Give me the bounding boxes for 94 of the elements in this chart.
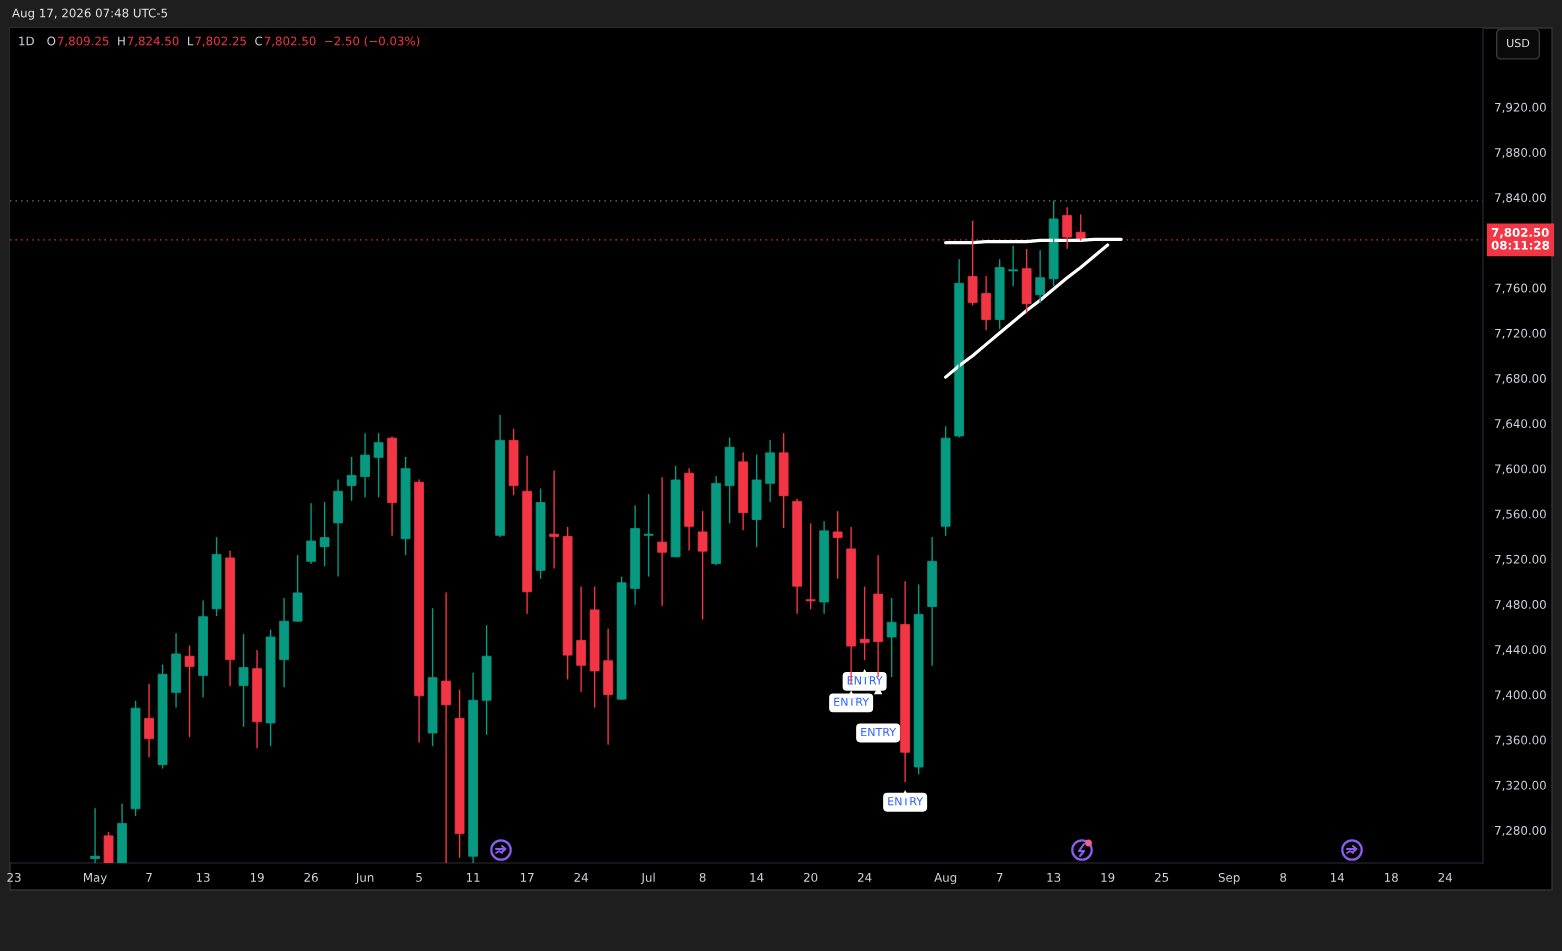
candlestick — [454, 689, 465, 859]
x-tick-label: 25 — [1155, 872, 1169, 882]
candlestick — [657, 477, 667, 607]
annotation: H — [118, 36, 125, 46]
candlestick — [778, 432, 789, 529]
x-tick-label: 5 — [416, 873, 422, 882]
annotation: 7,809.25 — [57, 36, 109, 47]
x-tick-label: Sep — [1218, 872, 1240, 885]
annotation: 7,802.25 — [195, 36, 246, 47]
candlestick — [616, 576, 627, 700]
x-tick-label: 8 — [699, 872, 706, 882]
candlestick — [832, 510, 843, 579]
candlestick — [265, 629, 276, 747]
y-tick-label: 7,280.00 — [1495, 825, 1546, 837]
x-tick-label: 24 — [1438, 872, 1453, 882]
ref-line-label: 7,802.50 08:11:28 — [1491, 227, 1550, 250]
y-tick-label: 7,360.00 — [1495, 735, 1546, 746]
x-tick-label: May — [84, 873, 107, 885]
candlestick — [400, 456, 411, 556]
x-tick-label: 18 — [1384, 872, 1398, 882]
candlestick — [481, 625, 492, 735]
y-tick-label: 7,720.00 — [1495, 328, 1546, 339]
candlestick — [346, 456, 357, 501]
candlestick — [319, 501, 330, 567]
candlestick — [805, 523, 816, 610]
line-series — [944, 243, 1110, 379]
x-tick-label: 14 — [750, 873, 764, 882]
x-tick-label: 26 — [304, 872, 318, 882]
x-tick-label: 20 — [803, 872, 818, 882]
x-tick-label: 7 — [146, 873, 152, 882]
y-tick-label: 7,400.00 — [1495, 690, 1546, 701]
x-tick-label: 8 — [1280, 872, 1287, 882]
candlestick — [1021, 248, 1032, 314]
y-tick-label: 7,920.00 — [1495, 102, 1546, 113]
candlestick — [1008, 245, 1019, 287]
candlestick — [184, 645, 195, 738]
candlestick — [157, 664, 168, 769]
data-label: ENTRY — [834, 697, 870, 706]
candlestick — [940, 426, 951, 537]
x-tick-label: 24 — [574, 872, 588, 882]
candlestick — [130, 700, 141, 817]
annotation: O — [47, 36, 56, 46]
x-tick-label: 7 — [996, 873, 1003, 882]
y-tick-label: 7,840.00 — [1495, 193, 1546, 204]
candlestick — [211, 536, 222, 617]
x-tick-label: 19 — [250, 872, 264, 882]
annotation: 7,802.50 — [264, 36, 316, 47]
candlestick — [589, 586, 600, 708]
text: USD — [1507, 38, 1530, 48]
candlestick — [751, 454, 762, 548]
candlestick — [859, 586, 870, 661]
annotation: C — [255, 36, 263, 46]
x-tick-label: Jul — [640, 872, 655, 885]
x-tick-label: 24 — [857, 872, 872, 882]
annotation: 7,824.50 — [127, 36, 179, 47]
y-tick-label: 7,680.00 — [1495, 373, 1546, 385]
candlestick — [994, 258, 1005, 330]
x-tick-label: Aug — [934, 873, 957, 885]
y-tick-label: 7,560.00 — [1495, 509, 1546, 520]
candlestick — [643, 493, 654, 577]
x-tick-label: 13 — [196, 872, 210, 882]
candlestick — [292, 554, 303, 622]
x-tick-label: 11 — [466, 873, 480, 882]
candlestick — [670, 465, 681, 558]
candlestick — [886, 597, 897, 678]
x-tick-label: 23 — [7, 872, 21, 882]
y-tick-label: 7,880.00 — [1495, 148, 1546, 159]
x-tick-label: 13 — [1047, 872, 1061, 882]
x-tick-label: 17 — [520, 873, 534, 882]
y-tick-label: 7,760.00 — [1495, 283, 1546, 294]
x-tick-label: 19 — [1101, 872, 1115, 882]
y-tick-label: 7,640.00 — [1495, 419, 1546, 430]
candlestick — [913, 584, 924, 775]
text: 1D — [19, 36, 34, 46]
y-tick-label: 7,520.00 — [1495, 554, 1546, 565]
candlestick — [508, 428, 519, 496]
candlestick — [697, 510, 708, 620]
y-tick-label: 7,440.00 — [1495, 645, 1546, 656]
candlestick — [562, 526, 573, 680]
annotation: −2.50 (−0.03%) — [325, 36, 420, 47]
candlestick — [238, 634, 249, 727]
data-label: ENTRY — [861, 727, 897, 737]
x-tick-label: Jun — [355, 873, 374, 885]
y-tick-label: 7,320.00 — [1495, 780, 1546, 791]
candlestick — [535, 488, 546, 579]
candlestick — [373, 432, 384, 498]
candlestick — [724, 437, 735, 524]
y-tick-label: 7,480.00 — [1495, 599, 1546, 611]
y-tick-label: 7,600.00 — [1495, 464, 1546, 475]
candlestick — [103, 831, 114, 863]
chart-subtitle: Aug 17, 2026 07:48 UTC-5 — [12, 8, 168, 20]
x-tick-label: 14 — [1330, 873, 1345, 882]
candlestick — [427, 608, 438, 747]
annotation: L — [188, 36, 194, 46]
